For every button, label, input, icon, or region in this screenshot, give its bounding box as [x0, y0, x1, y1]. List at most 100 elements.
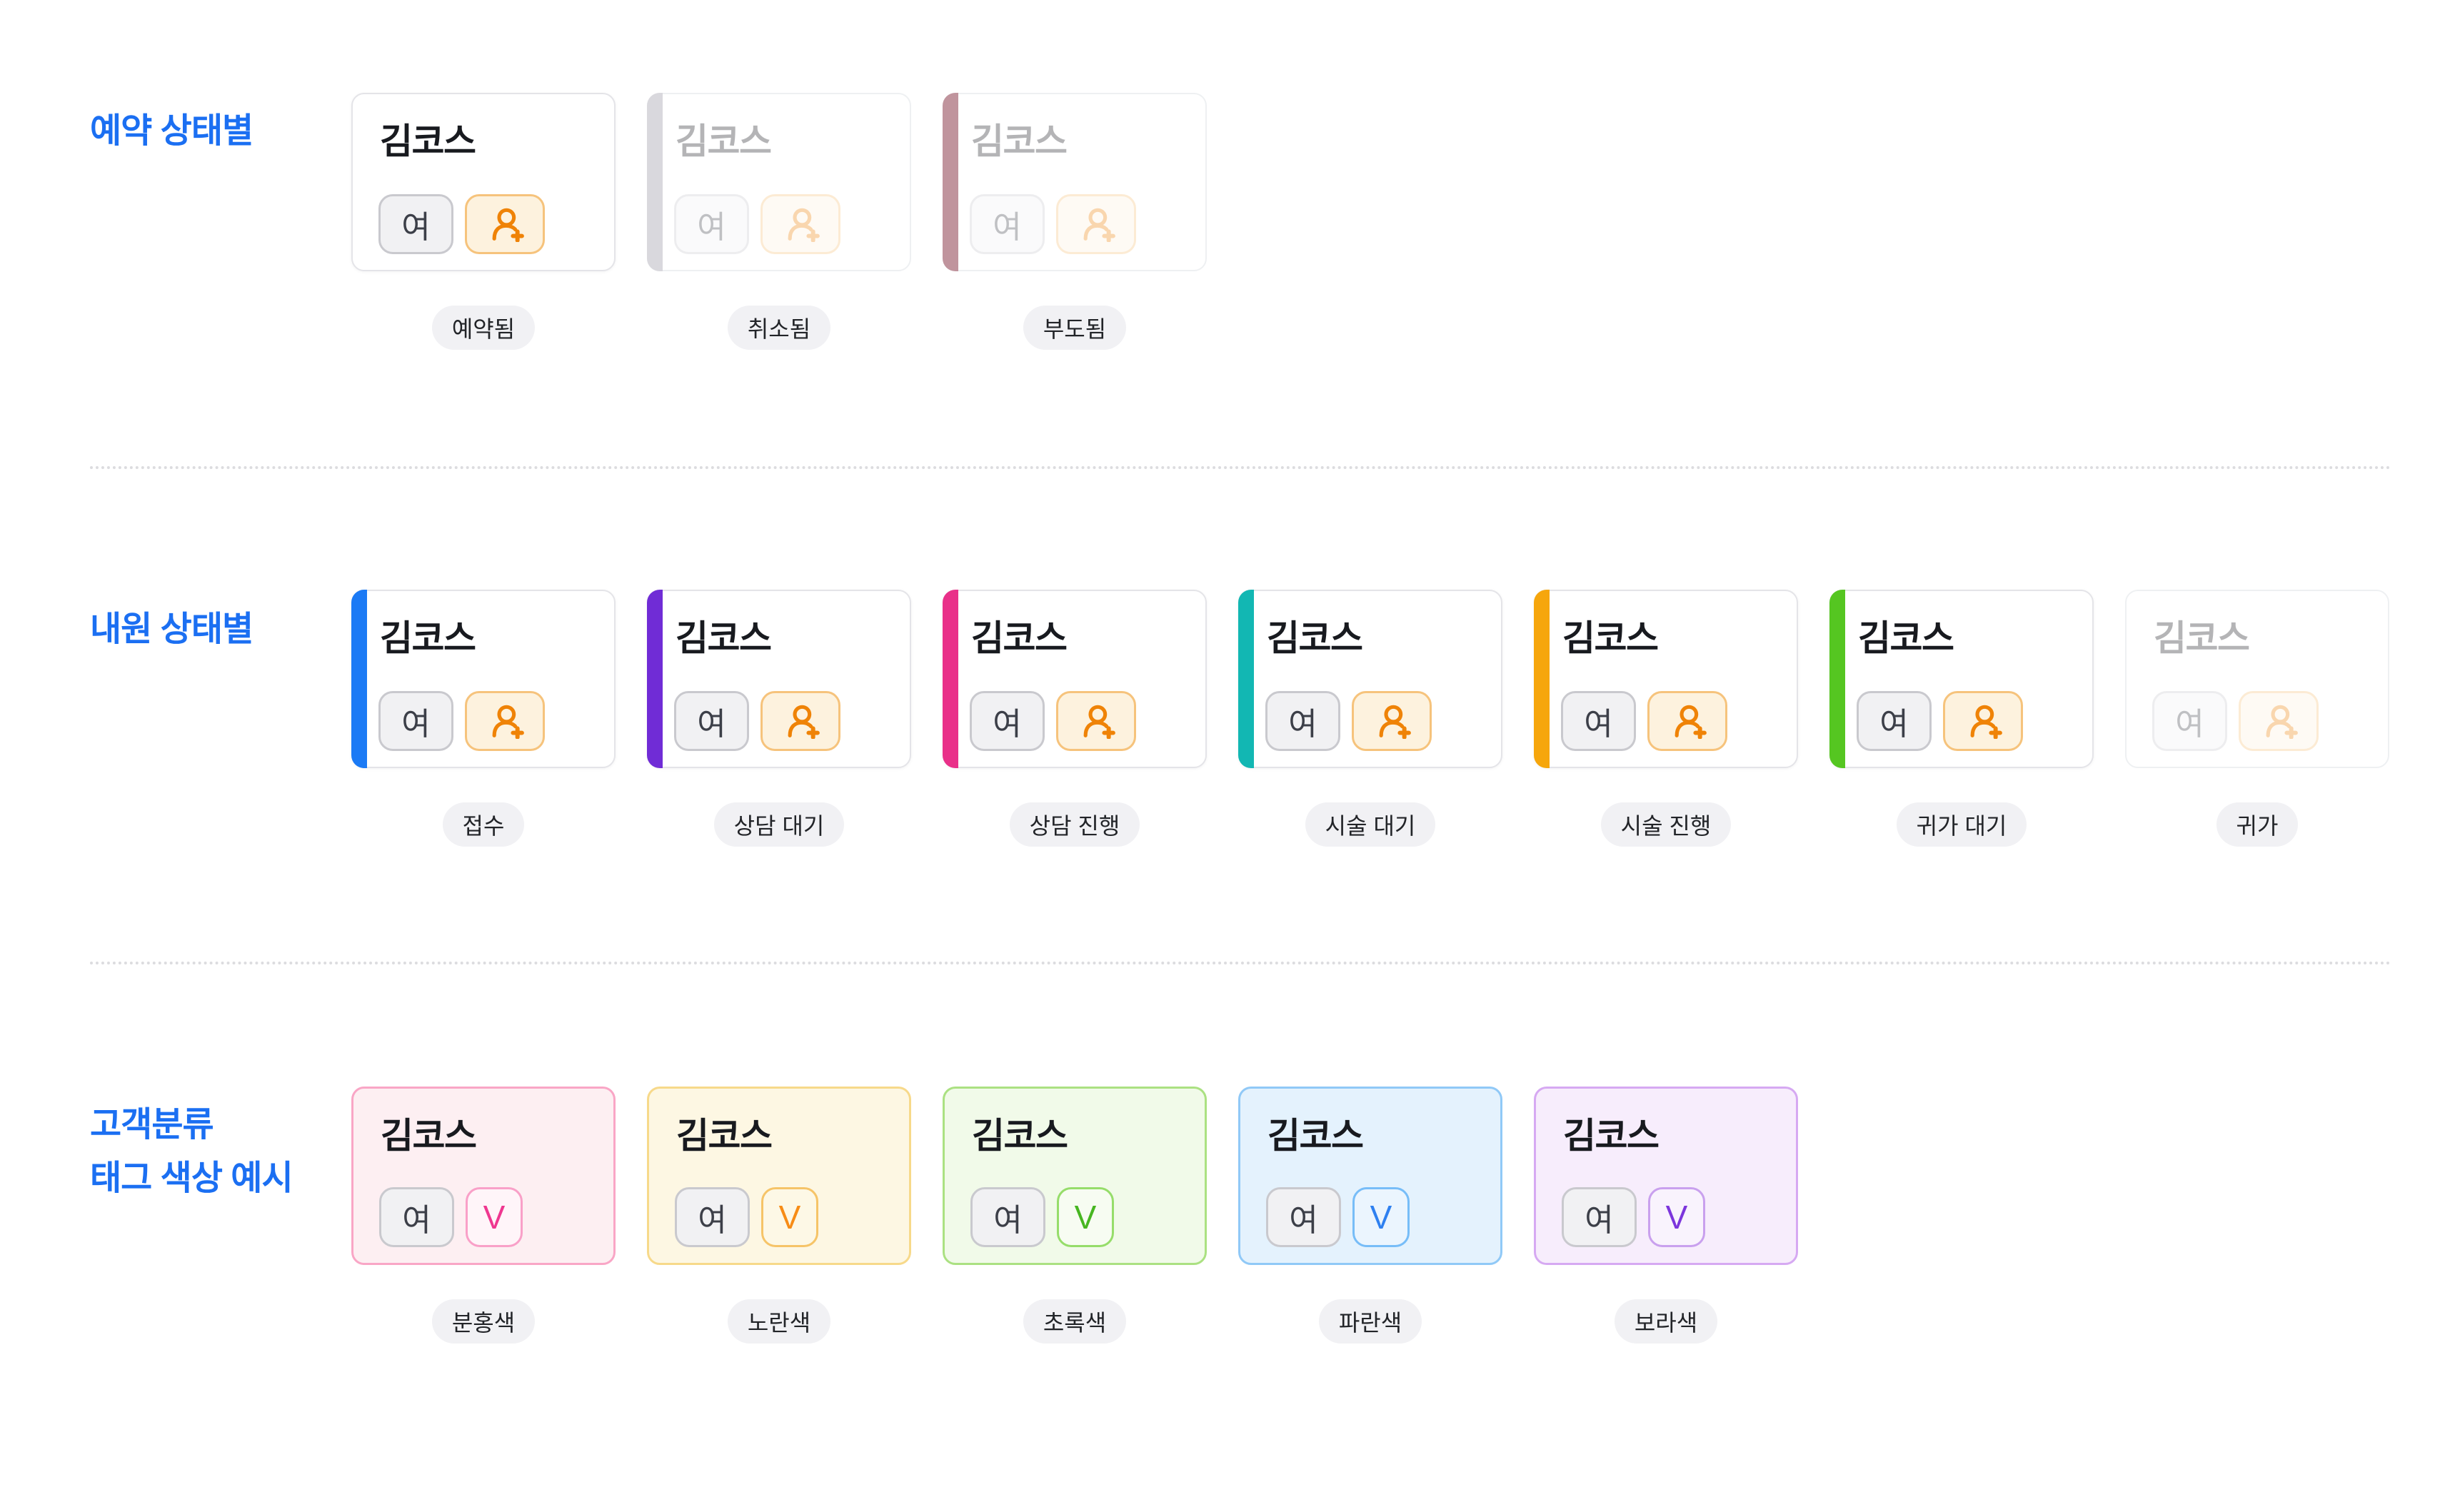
- gender-badge: 여: [970, 1187, 1045, 1247]
- person-add-badge[interactable]: [2239, 691, 2319, 751]
- status-label: 보라색: [1614, 1299, 1718, 1344]
- patient-name: 김코스: [972, 1116, 1068, 1156]
- person-add-icon: [492, 208, 524, 242]
- patient-name: 김코스: [380, 121, 476, 161]
- section-customer-tag-colors: 고객분류 태그 색상 예시 김코스 여 V 김코스 여: [0, 1087, 2445, 1344]
- patient-card[interactable]: 김코스 여 V: [943, 1087, 1207, 1265]
- person-add-badge[interactable]: [1647, 691, 1727, 751]
- patient-card[interactable]: 김코스 여: [943, 93, 1207, 271]
- gender-badge: 여: [674, 194, 749, 254]
- section-title-line1: 고객분류: [90, 1106, 214, 1144]
- person-add-icon: [1970, 705, 2002, 739]
- customer-tag-badge: V: [761, 1187, 818, 1247]
- person-add-badge[interactable]: [1056, 194, 1136, 254]
- patient-card[interactable]: 김코스 여: [2125, 590, 2389, 768]
- person-add-badge[interactable]: [465, 691, 545, 751]
- status-label: 귀가 대기: [1896, 802, 2027, 847]
- patient-card[interactable]: 김코스 여 V: [351, 1087, 616, 1265]
- patient-card[interactable]: 김코스 여 V: [1238, 1087, 1502, 1265]
- gender-badge: 여: [1562, 1187, 1637, 1247]
- patient-card[interactable]: 김코스 여: [1238, 590, 1502, 768]
- gender-badge: 여: [378, 691, 453, 751]
- cards-row: 김코스 여 김: [351, 590, 2389, 768]
- dotted-separator: [90, 962, 2392, 964]
- person-add-icon: [1675, 705, 1707, 739]
- patient-card[interactable]: 김코스 여: [943, 590, 1207, 768]
- patient-card[interactable]: 김코스 여: [1829, 590, 2094, 768]
- gender-badge: 여: [1265, 691, 1340, 751]
- patient-card[interactable]: 김코스 여: [1534, 590, 1798, 768]
- section-title: 고객분류 태그 색상 예시: [90, 1098, 351, 1205]
- patient-name: 김코스: [676, 1116, 773, 1156]
- person-add-badge[interactable]: [760, 691, 840, 751]
- status-label: 취소됨: [727, 306, 831, 350]
- gender-badge: 여: [1857, 691, 1932, 751]
- status-labels-row: 접수 상담 대기 상담 진행 시술 대기 시술 진행 귀가 대기 귀가: [351, 802, 2389, 847]
- patient-name: 김코스: [381, 1116, 477, 1156]
- status-labels-row: 예약됨 취소됨 부도됨: [351, 306, 1207, 350]
- customer-tag-badge: V: [1057, 1187, 1114, 1247]
- patient-name: 김코스: [1267, 1116, 1364, 1156]
- patient-card[interactable]: 김코스 여: [647, 93, 911, 271]
- status-label: 분홍색: [431, 1299, 536, 1344]
- patient-name: 김코스: [676, 121, 772, 161]
- patient-card[interactable]: 김코스 여: [351, 93, 616, 271]
- person-add-badge[interactable]: [465, 194, 545, 254]
- status-label: 초록색: [1023, 1299, 1127, 1344]
- gender-badge: 여: [970, 691, 1045, 751]
- section-title: 내원 상태별: [90, 610, 253, 648]
- status-color-bar: [647, 93, 663, 271]
- person-add-icon: [2266, 705, 2298, 739]
- gender-badge: 여: [378, 194, 453, 254]
- section-reservation-status: 예약 상태별 김코스 여: [0, 93, 2445, 350]
- section-visit-status: 내원 상태별 김코스 여: [0, 590, 2445, 847]
- status-color-bar: [943, 590, 958, 768]
- patient-name: 김코스: [971, 618, 1068, 658]
- gender-badge: 여: [2152, 691, 2227, 751]
- status-label: 귀가: [2216, 802, 2299, 847]
- status-label: 상담 진행: [1009, 802, 1140, 847]
- section-title-line2: 태그 색상 예시: [90, 1159, 293, 1197]
- gender-badge: 여: [970, 194, 1045, 254]
- status-label: 시술 대기: [1305, 802, 1436, 847]
- status-color-bar: [647, 590, 663, 768]
- status-label: 부도됨: [1023, 306, 1127, 350]
- person-add-badge[interactable]: [1352, 691, 1432, 751]
- patient-name: 김코스: [971, 121, 1068, 161]
- status-color-bar: [351, 590, 367, 768]
- gender-badge: 여: [675, 1187, 750, 1247]
- patient-name: 김코스: [1858, 618, 1954, 658]
- patient-name: 김코스: [1562, 618, 1659, 658]
- person-add-icon: [788, 705, 820, 739]
- gender-badge: 여: [674, 691, 749, 751]
- person-add-icon: [1379, 705, 1411, 739]
- cards-row: 김코스 여 V 김코스 여 V 김코스: [351, 1087, 1798, 1265]
- customer-tag-badge: V: [1648, 1187, 1705, 1247]
- status-color-bar: [1534, 590, 1550, 768]
- status-labels-row: 분홍색 노란색 초록색 파란색 보라색: [351, 1299, 1798, 1344]
- status-label: 예약됨: [431, 306, 536, 350]
- gender-badge: 여: [1561, 691, 1636, 751]
- person-add-badge[interactable]: [1056, 691, 1136, 751]
- person-add-badge[interactable]: [760, 194, 840, 254]
- person-add-icon: [1083, 208, 1115, 242]
- status-label: 접수: [442, 802, 525, 847]
- status-color-bar: [943, 93, 958, 271]
- person-add-badge[interactable]: [1943, 691, 2023, 751]
- patient-card[interactable]: 김코스 여 V: [1534, 1087, 1798, 1265]
- patient-name: 김코스: [380, 618, 476, 658]
- patient-card[interactable]: 김코스 여: [351, 590, 616, 768]
- status-label: 노란색: [727, 1299, 831, 1344]
- patient-card[interactable]: 김코스 여: [647, 590, 911, 768]
- gender-badge: 여: [1266, 1187, 1341, 1247]
- patient-name: 김코스: [1267, 618, 1363, 658]
- cards-row: 김코스 여 김: [351, 93, 1207, 271]
- patient-name: 김코스: [2154, 618, 2250, 658]
- person-add-icon: [788, 208, 820, 242]
- patient-card[interactable]: 김코스 여 V: [647, 1087, 911, 1265]
- person-add-icon: [492, 705, 524, 739]
- person-add-icon: [1083, 705, 1115, 739]
- status-color-bar: [1829, 590, 1845, 768]
- gender-badge: 여: [379, 1187, 454, 1247]
- patient-name: 김코스: [1563, 1116, 1660, 1156]
